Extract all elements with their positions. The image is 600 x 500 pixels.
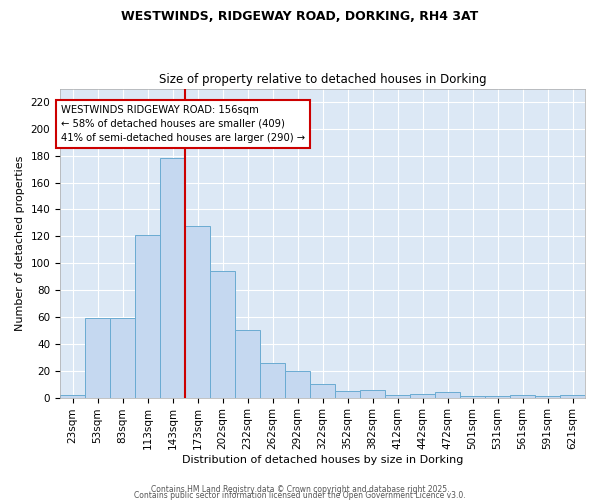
Bar [260,362,285,398]
Bar [285,370,310,398]
Bar [210,272,235,398]
Text: WESTWINDS RIDGEWAY ROAD: 156sqm
← 58% of detached houses are smaller (409)
41% o: WESTWINDS RIDGEWAY ROAD: 156sqm ← 58% of… [61,104,305,142]
Bar [560,395,585,398]
Bar [60,395,85,398]
Text: Contains public sector information licensed under the Open Government Licence v3: Contains public sector information licen… [134,490,466,500]
Bar [535,396,560,398]
Bar [335,391,360,398]
Bar [135,235,160,398]
X-axis label: Distribution of detached houses by size in Dorking: Distribution of detached houses by size … [182,455,463,465]
Bar [310,384,335,398]
Text: WESTWINDS, RIDGEWAY ROAD, DORKING, RH4 3AT: WESTWINDS, RIDGEWAY ROAD, DORKING, RH4 3… [121,10,479,23]
Bar [85,318,110,398]
Bar [360,390,385,398]
Y-axis label: Number of detached properties: Number of detached properties [15,156,25,331]
Bar [435,392,460,398]
Title: Size of property relative to detached houses in Dorking: Size of property relative to detached ho… [159,73,487,86]
Text: Contains HM Land Registry data © Crown copyright and database right 2025.: Contains HM Land Registry data © Crown c… [151,484,449,494]
Bar [235,330,260,398]
Bar [160,158,185,398]
Bar [110,318,135,398]
Bar [460,396,485,398]
Bar [185,226,210,398]
Bar [410,394,435,398]
Bar [485,396,510,398]
Bar [385,395,410,398]
Bar [510,395,535,398]
